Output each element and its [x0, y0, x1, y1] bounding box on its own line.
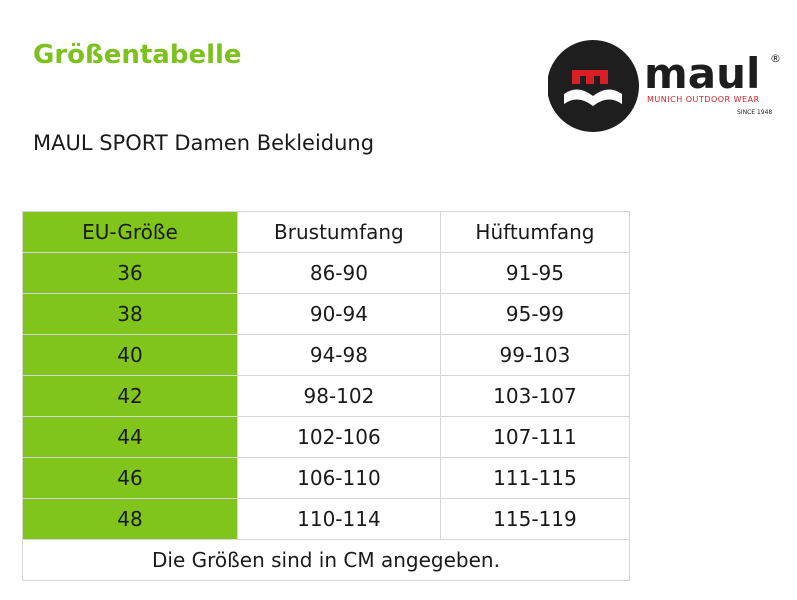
- cell-eu-size: 40: [22, 334, 238, 376]
- cell-hip: 115-119: [439, 498, 631, 540]
- cell-chest: 110-114: [236, 498, 441, 540]
- logo-registered: ®: [770, 52, 781, 65]
- header-hip: Hüftumfang: [439, 211, 631, 253]
- page-title: Größentabelle: [33, 40, 242, 70]
- table-row: 38 90-94 95-99: [22, 293, 631, 335]
- table-row: 48 110-114 115-119: [22, 498, 631, 540]
- table-row: 40 94-98 99-103: [22, 334, 631, 376]
- table-row: 36 86-90 91-95: [22, 252, 631, 294]
- page-subtitle: MAUL SPORT Damen Bekleidung: [33, 131, 375, 155]
- cell-chest: 106-110: [236, 457, 441, 499]
- cell-eu-size: 44: [22, 416, 238, 458]
- cell-chest: 102-106: [236, 416, 441, 458]
- table-row: 42 98-102 103-107: [22, 375, 631, 417]
- cell-chest: 86-90: [236, 252, 441, 294]
- cell-hip: 95-99: [439, 293, 631, 335]
- cell-chest: 90-94: [236, 293, 441, 335]
- header-chest: Brustumfang: [236, 211, 441, 253]
- cell-eu-size: 38: [22, 293, 238, 335]
- logo-wave-shape: [564, 89, 622, 106]
- maul-logo: maul ® MUNICH OUTDOOR WEAR SINCE 1948: [548, 40, 781, 132]
- cell-hip: 111-115: [439, 457, 631, 499]
- cell-eu-size: 36: [22, 252, 238, 294]
- logo-tagline: MUNICH OUTDOOR WEAR: [647, 95, 760, 104]
- logo-since: SINCE 1948: [737, 109, 772, 116]
- header-eu-size: EU-Größe: [22, 211, 238, 253]
- cell-eu-size: 46: [22, 457, 238, 499]
- cell-eu-size: 42: [22, 375, 238, 417]
- size-unit-note: Die Größen sind in CM angegeben.: [22, 539, 630, 581]
- table-note-row: Die Größen sind in CM angegeben.: [22, 539, 630, 581]
- logo-m-shape: [572, 70, 608, 84]
- cell-eu-size: 48: [22, 498, 238, 540]
- cell-chest: 98-102: [236, 375, 441, 417]
- logo-wordmark: maul: [644, 49, 760, 98]
- table-row: 46 106-110 111-115: [22, 457, 631, 499]
- cell-hip: 103-107: [439, 375, 631, 417]
- cell-chest: 94-98: [236, 334, 441, 376]
- table-row: 44 102-106 107-111: [22, 416, 631, 458]
- logo-disc-shape: [548, 40, 639, 132]
- cell-hip: 99-103: [439, 334, 631, 376]
- table-header-row: EU-Größe Brustumfang Hüftumfang: [22, 211, 631, 253]
- cell-hip: 91-95: [439, 252, 631, 294]
- size-table: EU-Größe Brustumfang Hüftumfang 36 86-90…: [22, 211, 631, 581]
- cell-hip: 107-111: [439, 416, 631, 458]
